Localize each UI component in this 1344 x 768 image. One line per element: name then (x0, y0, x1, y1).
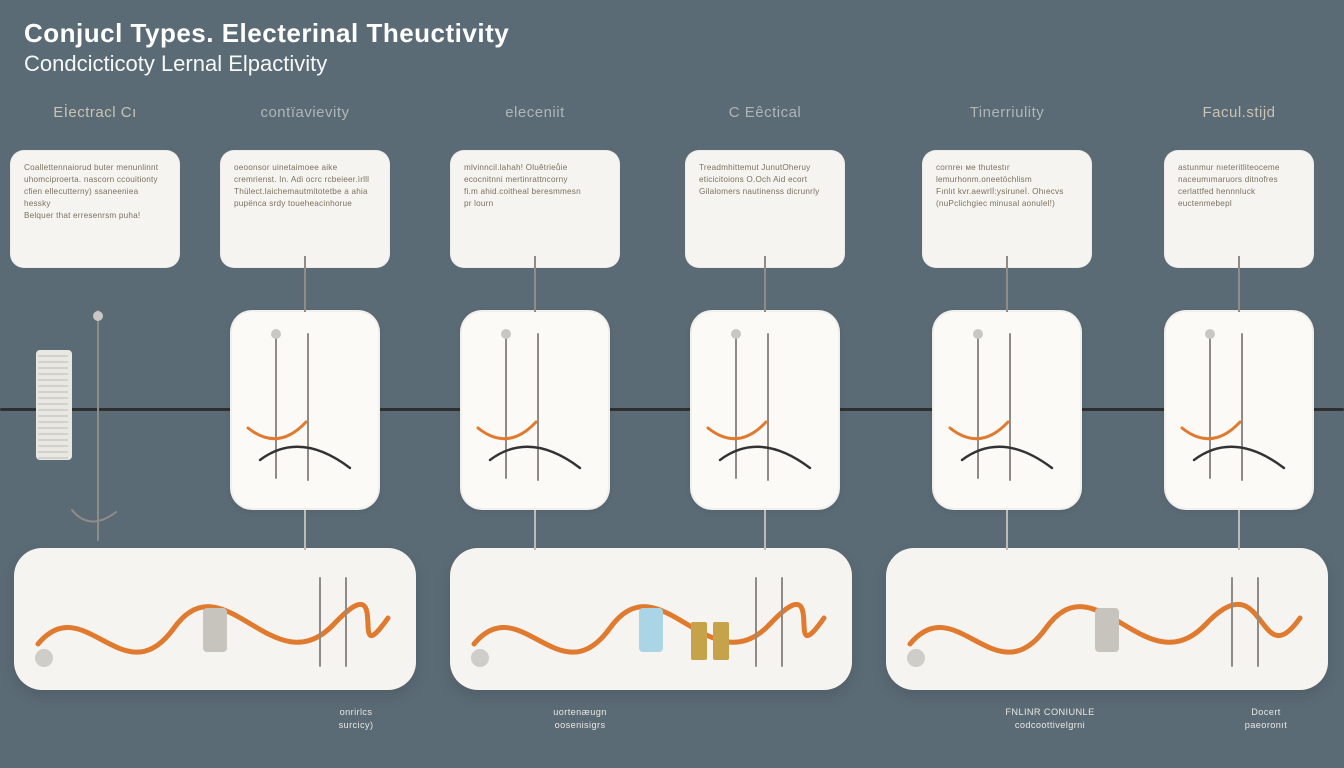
instrument-card-0 (230, 310, 380, 510)
column-header-5: Facul.stijd (1134, 104, 1344, 121)
column-header-2: eleceniit (420, 104, 650, 121)
caption-3: Docertpaeoronıt (1186, 706, 1344, 732)
instrument-card-1 (460, 310, 610, 510)
connector-3 (764, 510, 766, 550)
connector-5 (1238, 510, 1240, 550)
connector-1 (304, 510, 306, 550)
column-header-0: Eİectracl Cı (0, 104, 190, 121)
column-header-3: C Eêctical (650, 104, 880, 121)
caption-1: uortenæugnoosenisigrs (500, 706, 660, 732)
component-tray-1 (450, 548, 852, 690)
component-tray-2 (886, 548, 1328, 690)
description-bubble-2: mlvinncil.lahah! Oluêtrieůieecocnitnni m… (450, 150, 620, 268)
description-bubble-5: astunmur nıeteritliteocemenaceumımaruors… (1164, 150, 1314, 268)
title-line-2: Condcicticoty Lernal Elpactivity (24, 51, 509, 77)
connector-2 (534, 510, 536, 550)
description-bubble-0: Coallettennaiorud buter menunlinntuhomci… (10, 150, 180, 268)
column-header-1: contïavievity (190, 104, 420, 121)
description-bubble-3: Treadmhittemut JunutOheruyeticicitoions … (685, 150, 845, 268)
caption-2: FNLINR CONIUNLEcodcoottivelgrni (950, 706, 1150, 732)
description-bubble-1: oeoonsor uinetaimoee aikecremrienst. In.… (220, 150, 390, 268)
component-tray-0 (14, 548, 416, 690)
column-header-4: Tinerriulity (880, 104, 1134, 121)
instrument-card-3 (932, 310, 1082, 510)
description-bubble-4: cornreı мe thutestırlemurhonm.oneetöchli… (922, 150, 1092, 268)
title-block: Conjucl Types. Electerinal Theuctivity C… (24, 18, 509, 77)
instrument-card-4 (1164, 310, 1314, 510)
title-line-1: Conjucl Types. Electerinal Theuctivity (24, 18, 509, 49)
instrument-card-2 (690, 310, 840, 510)
connector-4 (1006, 510, 1008, 550)
caption-0: onrirlcssurcicy) (276, 706, 436, 732)
